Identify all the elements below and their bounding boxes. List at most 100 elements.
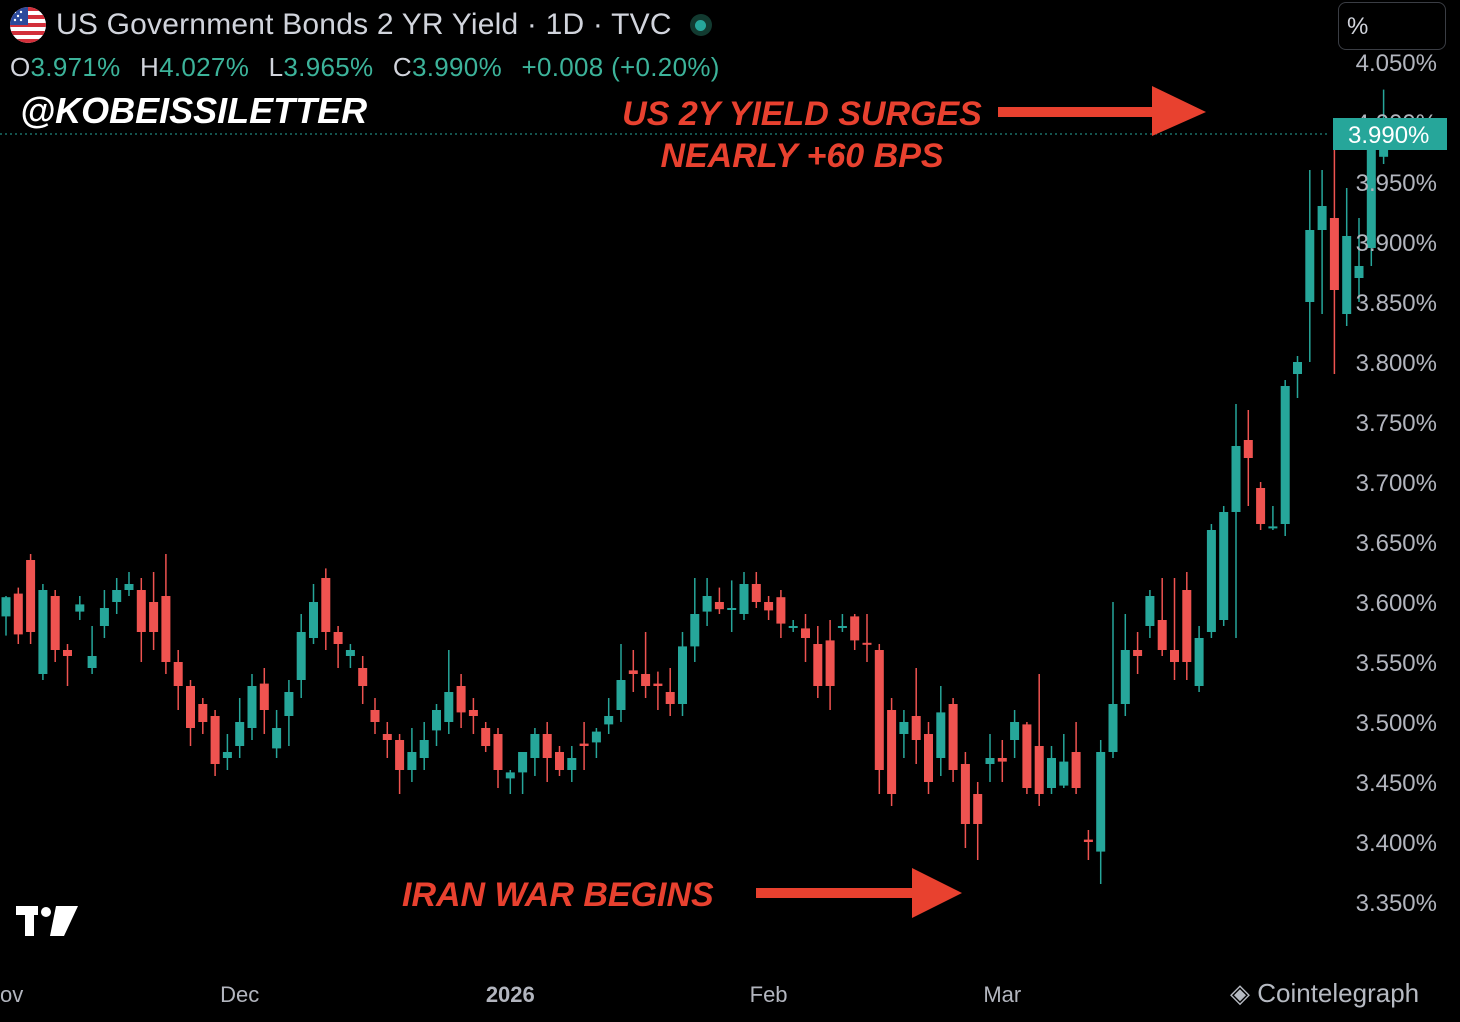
candle [1096, 740, 1106, 884]
candle [641, 632, 651, 698]
candle [210, 710, 220, 776]
candle [112, 578, 122, 614]
candle-body [837, 626, 847, 628]
y-tick-label: 4.050% [1356, 50, 1437, 77]
candle [198, 698, 208, 734]
symbol-title[interactable]: US Government Bonds 2 YR Yield · 1D · TV… [56, 8, 672, 41]
y-tick-label: 3.550% [1356, 650, 1437, 677]
candle-body [1083, 839, 1093, 842]
candle [850, 614, 860, 650]
candle [1354, 218, 1364, 302]
candle-body [50, 596, 60, 650]
candle-body [419, 740, 429, 758]
candle [1120, 614, 1130, 716]
candle [407, 728, 417, 782]
candle-body [530, 734, 540, 758]
candle-body [222, 752, 232, 758]
candle-body [370, 710, 380, 722]
candle [1133, 632, 1143, 674]
candle [973, 782, 983, 860]
candle-body [1342, 236, 1352, 314]
candle-body [1133, 650, 1143, 656]
candle [653, 671, 663, 710]
candle-body [296, 632, 306, 680]
candle-body [641, 674, 651, 686]
candle-body [604, 716, 614, 725]
candle-body [13, 593, 23, 635]
y-tick-label: 3.500% [1356, 710, 1437, 737]
candle-body [1231, 446, 1241, 512]
candle [837, 614, 847, 632]
candle [284, 680, 294, 746]
watermark: ◈ Cointelegraph [1230, 978, 1419, 1009]
candle-body [813, 644, 823, 686]
candle [481, 722, 491, 752]
candle-body [161, 596, 171, 662]
candle [1206, 524, 1216, 638]
candle-body [1366, 146, 1376, 248]
candle-body [468, 710, 478, 716]
candle-body [567, 758, 577, 770]
candle [1268, 506, 1278, 530]
candle [825, 620, 835, 710]
candle [432, 704, 441, 746]
candle [924, 722, 933, 794]
candle-body [173, 662, 183, 686]
candle [751, 572, 761, 608]
candle-body [1047, 758, 1056, 788]
candle [1219, 506, 1229, 626]
candle-body [973, 794, 983, 824]
market-status-icon[interactable] [689, 14, 712, 36]
open-label: O [10, 52, 31, 82]
candle [161, 554, 171, 674]
candle-body [874, 650, 884, 770]
candle [493, 728, 503, 788]
candle-body [1157, 620, 1167, 650]
candle [591, 728, 601, 758]
low-value: 3.965% [283, 52, 374, 82]
candle [505, 770, 515, 794]
candle-body [75, 604, 85, 612]
candle [948, 698, 958, 782]
candle-body [542, 734, 552, 758]
candle-body [1120, 650, 1130, 704]
unit-toggle-button[interactable]: % [1338, 2, 1446, 50]
candle [149, 572, 159, 650]
y-axis: 4.050%4.000%3.950%3.900%3.850%3.800%3.75… [1356, 50, 1437, 917]
candle-body [1194, 638, 1204, 686]
candle [370, 698, 380, 734]
x-tick-label: 2026 [486, 982, 535, 1007]
candle-body [850, 616, 860, 641]
candle [801, 614, 810, 662]
candle-body [1010, 722, 1020, 740]
y-tick-label: 3.400% [1356, 830, 1437, 857]
candle [87, 626, 97, 674]
candle [272, 710, 282, 758]
tradingview-logo-icon[interactable] [16, 904, 78, 943]
candle [678, 632, 687, 716]
candle [247, 674, 257, 740]
candle-body [210, 716, 220, 764]
candle-body [136, 590, 146, 632]
candle [874, 644, 884, 794]
candle-body [321, 578, 331, 632]
candle-body [87, 656, 97, 668]
candle-body [345, 650, 355, 656]
y-tick-label: 3.350% [1356, 890, 1437, 917]
candle-body [493, 734, 503, 770]
candle-body [505, 772, 515, 779]
candle-body [653, 683, 663, 686]
candle-body [432, 710, 441, 731]
candle-body [272, 728, 282, 749]
candle-body [1096, 752, 1106, 852]
candle [936, 686, 946, 776]
candle-body [235, 722, 245, 746]
candle [727, 580, 737, 632]
open-value: 3.971% [30, 52, 121, 82]
candle-body [247, 686, 257, 728]
annotation-surge-line1: US 2Y YIELD SURGES [622, 95, 982, 133]
candle-body [198, 704, 208, 722]
arrow-right-icon [756, 868, 962, 918]
watermark-text: Cointelegraph [1257, 978, 1420, 1008]
